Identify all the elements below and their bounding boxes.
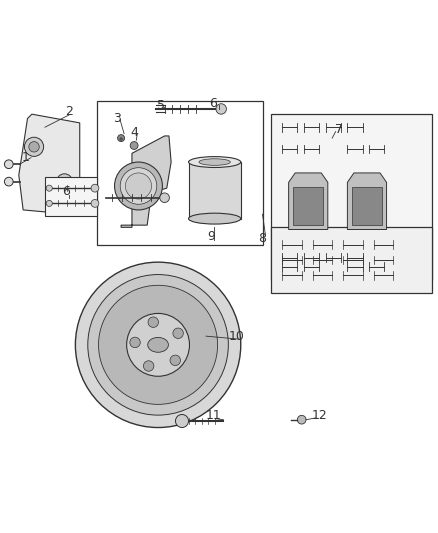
Text: 11: 11 [206, 409, 222, 422]
Text: 3: 3 [113, 112, 120, 125]
Ellipse shape [188, 157, 241, 167]
Circle shape [115, 162, 162, 210]
Circle shape [117, 135, 124, 142]
Text: 5: 5 [157, 99, 165, 112]
Circle shape [4, 177, 13, 186]
Circle shape [216, 104, 226, 114]
Bar [188, 162, 241, 219]
Text: 2: 2 [65, 106, 73, 118]
Text: 8: 8 [258, 232, 266, 245]
Circle shape [57, 174, 72, 189]
Bar [271, 228, 432, 293]
Circle shape [75, 262, 241, 427]
Circle shape [170, 355, 180, 366]
Ellipse shape [188, 213, 241, 224]
Polygon shape [352, 187, 382, 225]
Polygon shape [289, 173, 328, 230]
Circle shape [46, 185, 52, 191]
Bar [271, 114, 432, 279]
Circle shape [120, 138, 122, 140]
Circle shape [60, 177, 68, 185]
Text: 10: 10 [229, 329, 244, 343]
Text: 1: 1 [21, 151, 29, 164]
Text: 7: 7 [335, 123, 343, 136]
Circle shape [91, 184, 99, 192]
Circle shape [91, 199, 99, 207]
Polygon shape [19, 114, 80, 214]
Circle shape [120, 168, 157, 204]
Circle shape [148, 317, 159, 327]
Bar [45, 177, 97, 216]
Text: 4: 4 [130, 126, 138, 139]
Circle shape [125, 173, 152, 199]
Ellipse shape [148, 337, 168, 352]
Circle shape [143, 361, 154, 371]
Bar [97, 101, 262, 245]
Circle shape [46, 200, 52, 206]
Text: 6: 6 [209, 97, 217, 110]
Circle shape [99, 285, 218, 405]
Circle shape [130, 142, 138, 149]
Circle shape [4, 160, 13, 168]
Circle shape [160, 193, 170, 203]
Circle shape [25, 137, 44, 156]
Circle shape [130, 337, 140, 348]
Circle shape [127, 313, 190, 376]
Text: 12: 12 [311, 409, 327, 422]
Text: 9: 9 [207, 230, 215, 244]
Circle shape [297, 415, 306, 424]
Circle shape [29, 142, 39, 152]
Circle shape [176, 415, 188, 427]
Polygon shape [347, 173, 387, 230]
Polygon shape [293, 187, 323, 225]
Text: 6: 6 [62, 185, 70, 198]
Ellipse shape [199, 159, 230, 165]
Polygon shape [121, 136, 171, 228]
Circle shape [173, 328, 184, 338]
Circle shape [88, 274, 228, 415]
